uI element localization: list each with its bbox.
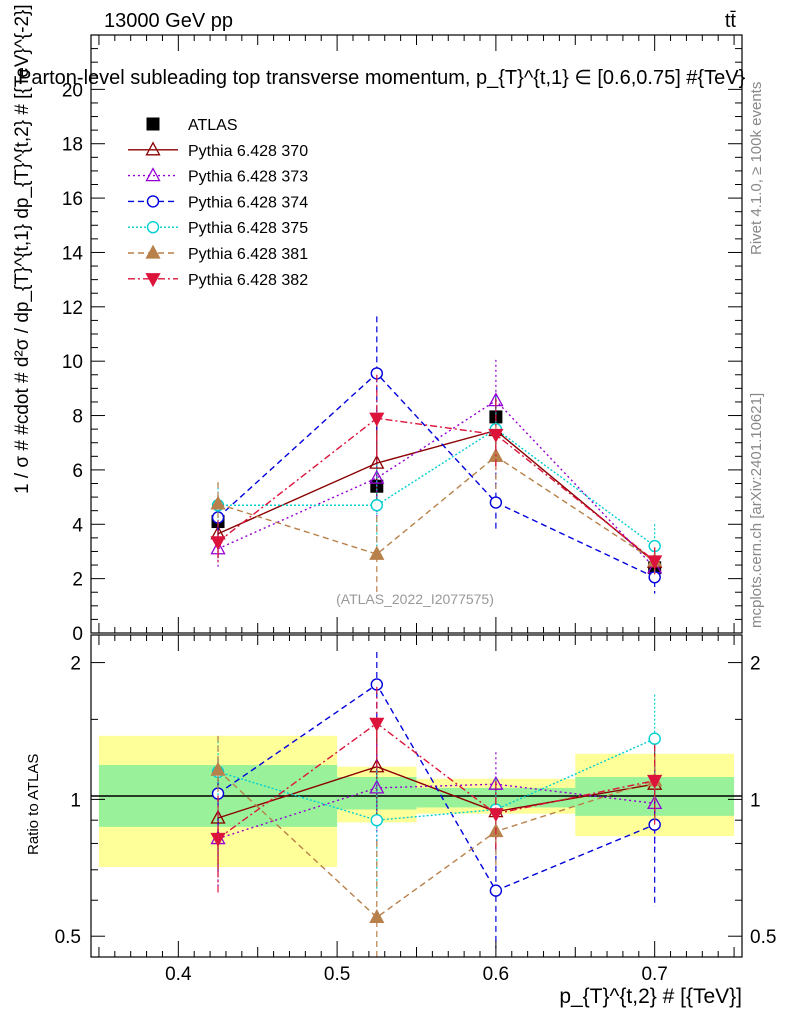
series-line (218, 428, 656, 547)
legend-label: Pythia 6.428 375 (188, 220, 308, 237)
ratio-bands (98, 735, 735, 867)
data-point (489, 496, 503, 509)
main-ytick-label: 0 (72, 624, 83, 645)
ratio-line (217, 738, 655, 821)
data-point (369, 454, 385, 469)
ratio-xtick-label: 0.6 (483, 964, 509, 985)
series-line (217, 429, 656, 563)
legend-item: Pythia 6.428 382 (128, 272, 308, 289)
ratio-panel (91, 652, 742, 957)
ratio-ytick-label-right: 1 (750, 790, 761, 811)
ratio-line (217, 722, 655, 840)
series-pythia-6-428-382 (210, 374, 663, 575)
series-atlas (211, 395, 662, 576)
process-label: tt̄ (725, 10, 737, 32)
ratio-ylabel: Ratio to ATLAS (25, 754, 42, 855)
legend-marker (145, 141, 161, 156)
ratio-series-pythia-6-428-382 (210, 686, 663, 894)
ratio-point (210, 832, 226, 847)
main-ytick-label: 2 (72, 570, 83, 591)
legend-label: Pythia 6.428 370 (188, 143, 308, 160)
ratio-point (648, 732, 661, 745)
main-panel (210, 316, 663, 594)
ratio-point (488, 808, 504, 823)
main-ytick-label: 20 (62, 80, 83, 101)
series-pythia-6-428-373 (210, 359, 663, 582)
ratio-ytick-label: 2 (70, 654, 81, 675)
legend-marker (146, 220, 160, 234)
main-ytick-label: 4 (72, 515, 83, 536)
ratio-xlabel: p_{T}^{t,2} # [{TeV}] (559, 985, 742, 1008)
legend-label: Pythia 6.428 374 (188, 194, 308, 211)
legend-marker (145, 244, 161, 259)
ratio-xtick-label: 0.7 (641, 964, 667, 985)
data-point (369, 412, 385, 427)
legend-label: ATLAS (188, 117, 238, 134)
ratio-line (217, 783, 655, 840)
legend-label: Pythia 6.428 381 (188, 246, 308, 263)
main-ytick-label: 8 (72, 407, 83, 428)
legend-marker (145, 167, 161, 182)
main-series (210, 316, 663, 594)
ratio-line (217, 765, 655, 819)
data-point (369, 469, 385, 484)
legend-item: Pythia 6.428 375 (128, 220, 308, 237)
data-point (647, 555, 663, 570)
ratio-line (217, 769, 655, 919)
analysis-id: (ATLAS_2022_I2077575) (336, 591, 494, 607)
ratio-ytick-label-right: 2 (750, 654, 761, 675)
ratio-point (370, 813, 384, 827)
ratio-point (369, 909, 385, 924)
ratio-series (210, 652, 663, 957)
ratio-point (369, 717, 385, 732)
plot-title: Parton-level subleading top transverse m… (18, 67, 746, 89)
main-ytick-label: 6 (72, 461, 83, 482)
legend-item: Pythia 6.428 381 (128, 244, 308, 263)
legend: ATLAS Pythia 6.428 370 Pythia 6.428 373 Pyt… (128, 117, 308, 289)
series-pythia-6-428-375 (211, 396, 661, 568)
main-ytick-label: 16 (62, 189, 83, 210)
ratio-point (210, 761, 226, 776)
rivet-label: Rivet 4.1.0, ≥ 100k events (748, 82, 765, 255)
legend-item: Pythia 6.428 374 (128, 194, 308, 211)
ratio-point (647, 774, 663, 789)
ratio-point (489, 884, 503, 897)
data-point (488, 428, 504, 443)
main-ylabel: 1 / σ # #cdot # d²σ / dp_{T}^{t,1} dp_{T… (12, 4, 33, 494)
series-line (217, 455, 656, 562)
ratio-line (217, 683, 655, 892)
series-line (217, 417, 656, 562)
series-line (217, 372, 655, 578)
ratio-ytick-label: 0.5 (55, 927, 81, 948)
series-line (217, 399, 656, 569)
main-ytick-label: 10 (62, 352, 83, 373)
data-point (370, 499, 384, 512)
series-pythia-6-428-381 (210, 423, 663, 593)
main-ytick-label: 12 (62, 298, 83, 319)
legend-item: ATLAS (146, 117, 238, 134)
legend-label: Pythia 6.428 373 (188, 169, 308, 186)
ratio-ytick-label: 1 (70, 790, 81, 811)
legend-item: Pythia 6.428 370 (128, 141, 308, 160)
ratio-point (369, 779, 385, 794)
data-point (210, 495, 226, 510)
series-pythia-6-428-370 (210, 395, 663, 576)
main-ytick-label: 18 (62, 135, 83, 156)
ratio-ytick-label-right: 0.5 (750, 927, 776, 948)
legend-item: Pythia 6.428 373 (128, 167, 308, 186)
ratio-xtick-label: 0.4 (165, 964, 192, 985)
legend-label: Pythia 6.428 382 (188, 272, 308, 289)
ratio-xtick-label: 0.5 (324, 964, 350, 985)
mcplots-label: mcplots.cern.ch [arXiv:2401.10621] (748, 393, 765, 628)
main-ytick-label: 14 (62, 243, 84, 264)
energy-label: 13000 GeV pp (104, 10, 233, 32)
legend-marker (146, 117, 160, 131)
series-pythia-6-428-374 (211, 316, 661, 594)
legend-marker (146, 195, 160, 208)
data-point (210, 536, 226, 551)
legend-marker (145, 273, 161, 288)
data-point (369, 545, 385, 560)
